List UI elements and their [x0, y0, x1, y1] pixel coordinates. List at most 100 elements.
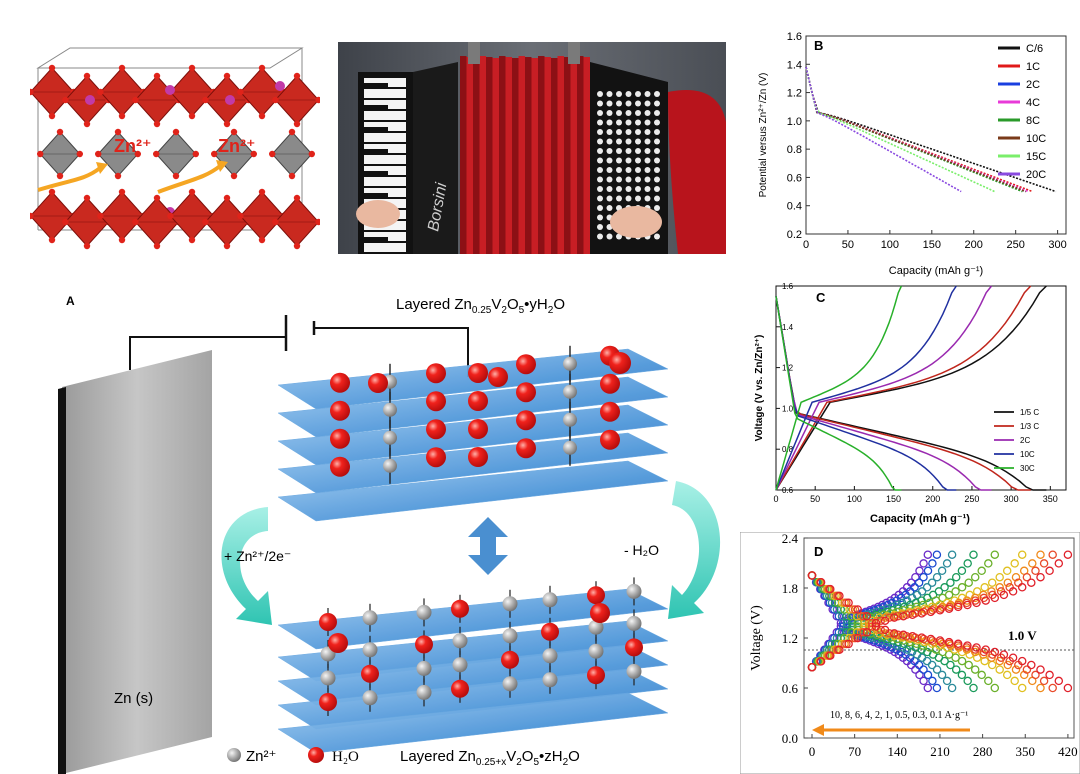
accordion-left-body — [413, 62, 458, 254]
y-tick-label: 1.4 — [782, 323, 794, 332]
left-hand — [356, 200, 400, 228]
bass-button — [606, 91, 613, 97]
discharge-point — [942, 676, 952, 686]
bass-button — [654, 176, 660, 183]
oxygen-atom — [30, 212, 34, 220]
charge-point — [972, 598, 981, 608]
crystal-structure-illustration: Zn²⁺ Zn²⁺ — [30, 40, 320, 260]
water-molecule — [330, 456, 350, 477]
bass-button — [644, 195, 651, 202]
piano-key-white — [364, 133, 406, 142]
water-molecule — [361, 664, 379, 683]
rate-annotation: 10, 8, 6, 4, 2, 1, 0.5, 0.3, 0.1 A·g⁻¹ — [830, 710, 968, 721]
discharge-point — [1039, 676, 1049, 686]
y-tick-label: 1.4 — [787, 59, 802, 71]
charge-point — [957, 583, 967, 592]
y-tick-label: 0.6 — [782, 486, 794, 495]
oxygen-atom — [83, 194, 91, 202]
bass-button — [597, 195, 603, 202]
x-tick-label: 0 — [809, 744, 816, 759]
zinc-ion — [416, 684, 432, 700]
piano-key-white — [364, 166, 406, 175]
y-tick-label: 0.6 — [787, 172, 802, 184]
bass-button — [625, 167, 632, 173]
x-tick-label: 250 — [1006, 239, 1024, 251]
zinc-ion — [563, 356, 577, 371]
charge-point — [984, 559, 993, 568]
discharge-point — [963, 676, 972, 686]
bass-button — [597, 186, 603, 192]
charge-curve — [775, 285, 903, 491]
piano-key-white — [364, 188, 406, 197]
bass-button — [616, 148, 622, 154]
legend-label: 8C — [1026, 115, 1040, 127]
bass-button — [597, 167, 603, 173]
piano-key-black — [364, 83, 388, 88]
bass-button — [606, 129, 613, 135]
charge-curve — [775, 285, 957, 491]
bellows-fold — [460, 56, 467, 254]
discharge-point — [927, 660, 937, 670]
zinc-ion — [626, 583, 642, 599]
discharge-curve — [775, 296, 1047, 491]
piano-key-white — [364, 232, 406, 241]
discharge-curve — [805, 66, 1029, 193]
bass-button — [635, 100, 641, 107]
charge-point — [1022, 572, 1032, 582]
charge-point — [1027, 578, 1036, 587]
oxygen-atom — [132, 218, 139, 226]
water-molecule — [319, 693, 337, 711]
water-molecule — [600, 373, 620, 394]
charge-point — [844, 639, 853, 649]
panel-d-chart: D 0 70 140 210 280 350 420 2.4 1.8 1.2 0.6 0.0 1.0 … — [740, 532, 1080, 774]
discharge-point — [856, 612, 866, 621]
zinc-ion — [563, 384, 577, 399]
ion-migration-arrow — [37, 166, 102, 192]
bass-button — [616, 91, 622, 97]
panel-c-curves — [775, 285, 1047, 491]
charge-curve — [775, 285, 1047, 491]
discharge-point — [953, 639, 963, 649]
charge-point — [951, 572, 961, 582]
bellows-fold — [512, 58, 519, 254]
bass-button — [616, 138, 622, 145]
discharge-point — [1003, 660, 1013, 670]
charge-point — [853, 633, 862, 643]
discharge-point — [979, 647, 989, 657]
oxygen-atom — [293, 242, 301, 250]
discharge-point — [807, 571, 817, 580]
charge-point — [969, 550, 978, 559]
discharge-point — [1022, 665, 1032, 674]
oxygen-atom — [192, 150, 199, 158]
piano-key-white — [364, 243, 406, 252]
y-tick-label: 0.6 — [782, 681, 799, 696]
bass-button — [597, 138, 603, 145]
water-molecule — [468, 363, 488, 383]
oxygen-atom — [56, 172, 64, 180]
y-tick-label: 0.2 — [787, 229, 802, 241]
legend-label: 10C — [1020, 450, 1035, 459]
oxygen-atom — [315, 96, 320, 104]
discharge-point — [923, 670, 933, 680]
bellows-fold — [499, 56, 506, 254]
charge-point — [990, 550, 1000, 559]
oxygen-atom — [293, 194, 301, 202]
bass-button — [606, 176, 613, 183]
oxygen-atom — [153, 194, 161, 202]
oxygen-atom — [308, 150, 315, 158]
red-chair — [668, 90, 726, 254]
bass-button — [616, 129, 622, 135]
discharge-point — [862, 612, 872, 621]
oxygen-atom — [153, 150, 160, 158]
oxygen-atom — [56, 128, 64, 136]
discharge-point — [957, 656, 967, 666]
bass-button — [625, 100, 632, 107]
oxygen-atom — [95, 150, 102, 158]
bass-button — [635, 176, 641, 183]
oxygen-atom — [114, 172, 122, 180]
discharge-point — [917, 633, 926, 642]
panel-a-svg: A Zn (s) Layered Zn0.25V2O5•yH2O + Zn²⁺/… — [58, 294, 721, 774]
zinc-ion — [626, 615, 642, 631]
water-molecule — [426, 419, 446, 440]
panel-b-letter: B — [814, 38, 823, 53]
